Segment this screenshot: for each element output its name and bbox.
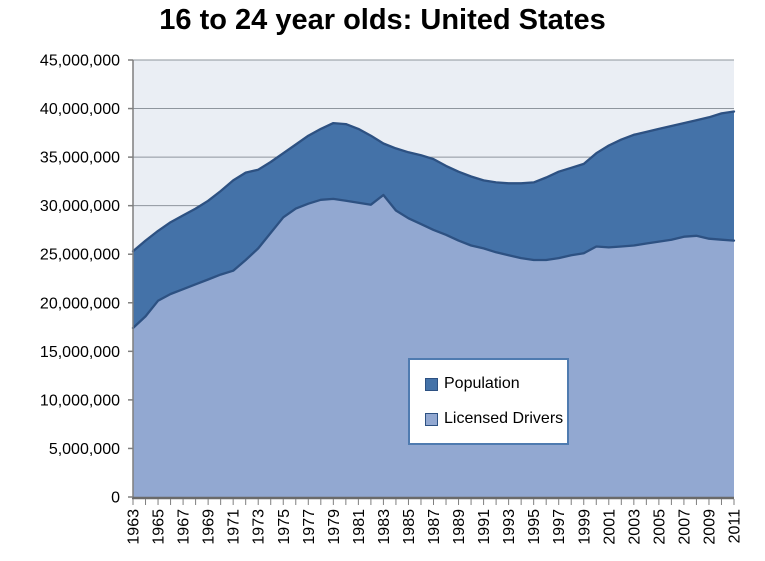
legend-label-licensed-drivers: Licensed Drivers: [444, 410, 564, 427]
x-tick-label: 2001: [601, 509, 618, 545]
x-tick-label: 1983: [376, 509, 393, 545]
x-tick-label: 1973: [251, 509, 268, 545]
y-tick-label: 25,000,000: [40, 247, 120, 264]
x-tick-label: 1981: [351, 509, 368, 545]
licensed-drivers-line: [131, 193, 736, 330]
x-tick-label: 1965: [151, 509, 168, 545]
y-tick-label: 10,000,000: [40, 392, 120, 409]
x-tick-label: 2011: [727, 509, 744, 544]
licensed-drivers-swatch-icon: [425, 412, 438, 426]
y-tick-label: 5,000,000: [49, 441, 120, 458]
population-line: [131, 110, 736, 253]
x-tick-label: 1975: [276, 509, 293, 545]
x-tick-label: 2009: [701, 509, 718, 545]
x-tick-label: 1985: [401, 509, 418, 545]
x-tick-label: 1991: [476, 509, 493, 545]
x-tick-label: 1963: [126, 509, 143, 545]
x-tick-label: 1979: [326, 509, 343, 545]
x-tick-label: 1993: [501, 509, 518, 545]
legend-label-population: Population: [444, 375, 520, 392]
x-tick-label: 1997: [551, 509, 568, 545]
population-swatch-icon: [425, 377, 438, 391]
licensed-drivers-area: [133, 195, 734, 497]
x-tick-label: 2007: [676, 509, 693, 545]
y-tick-label: 0: [111, 490, 120, 507]
y-tick-label: 40,000,000: [40, 101, 120, 118]
x-tick-label: 1987: [426, 509, 443, 545]
x-tick-label: 1971: [226, 509, 243, 545]
x-tick-label: 2005: [651, 509, 668, 545]
y-tick-label: 20,000,000: [40, 295, 120, 312]
x-tick-label: 1977: [301, 509, 318, 545]
x-tick-label: 1999: [576, 509, 593, 545]
legend-entry-population: Population: [425, 376, 567, 392]
legend-entry-licensed-drivers: Licensed Drivers: [425, 411, 567, 427]
x-tick-label: 2003: [626, 509, 643, 545]
x-tick-label: 1995: [526, 509, 543, 545]
chart-title: 16 to 24 year olds: United States: [159, 4, 606, 36]
y-tick-label: 45,000,000: [40, 53, 120, 70]
x-tick-label: 1989: [451, 509, 468, 545]
legend: Population Licensed Drivers: [408, 358, 569, 445]
y-tick-label: 30,000,000: [40, 198, 120, 215]
x-tick-label: 1969: [201, 509, 218, 545]
y-tick-label: 15,000,000: [40, 344, 120, 361]
y-tick-label: 35,000,000: [40, 150, 120, 167]
x-tick-label: 1967: [176, 509, 193, 545]
